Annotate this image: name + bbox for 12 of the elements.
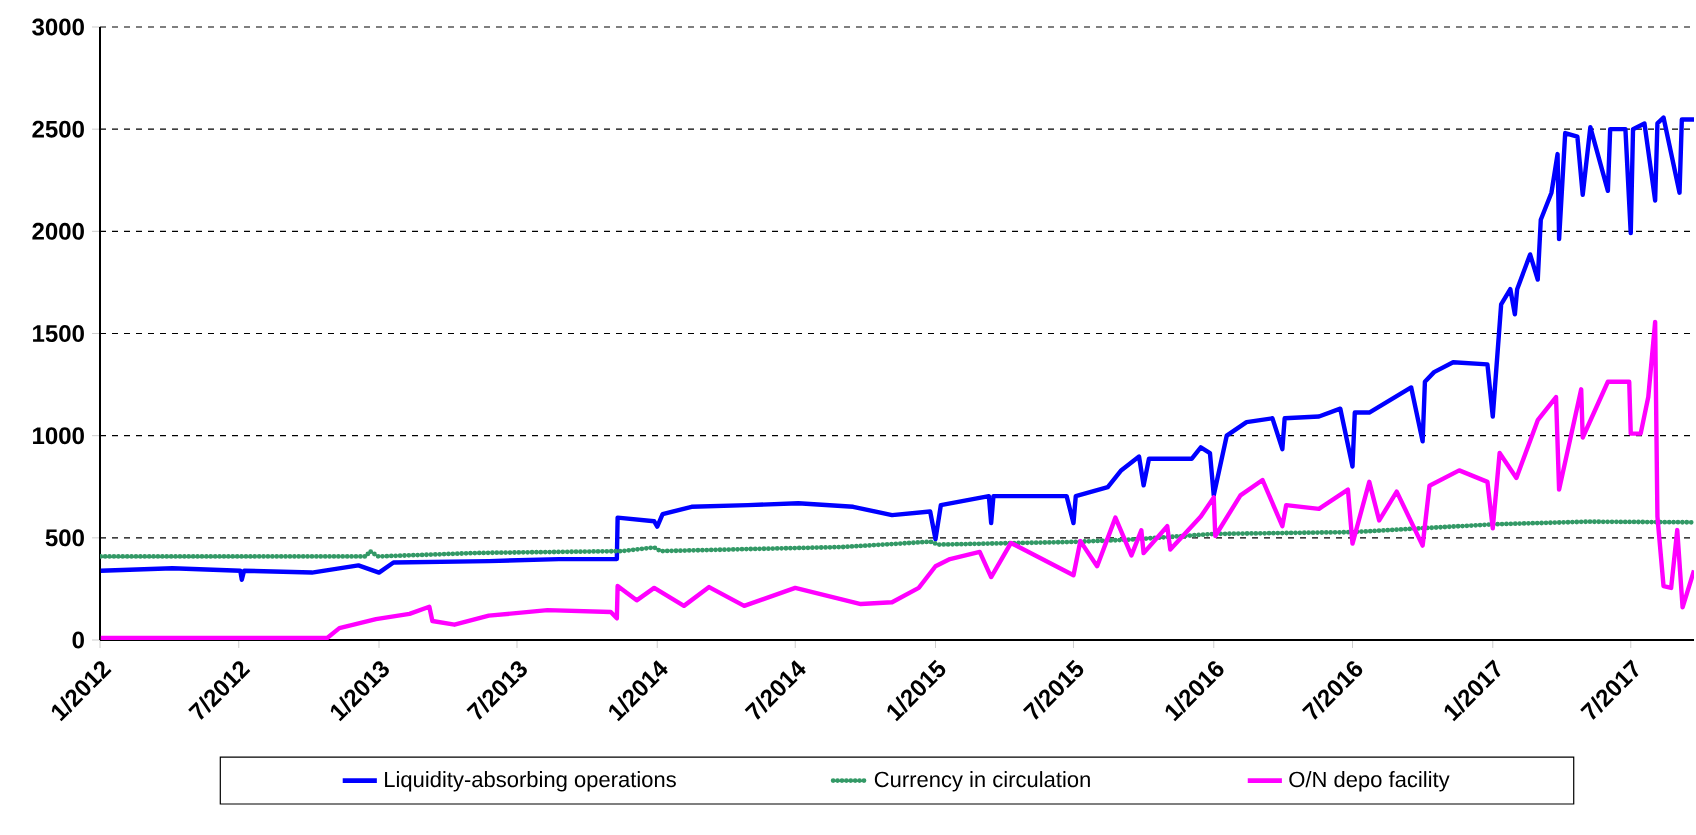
- legend-label: O/N depo facility: [1289, 771, 1450, 792]
- y-tick-label: 1000: [33, 427, 84, 445]
- y-tick-label: 2000: [32, 222, 84, 240]
- legend-label: Currency in circulation: [874, 771, 1090, 792]
- y-tick-label: 500: [45, 529, 84, 547]
- line-series: [100, 115, 1695, 582]
- y-tick-label: 3000: [32, 18, 84, 36]
- y-tick-label: 0: [72, 631, 84, 649]
- legend-label: Liquidity-absorbing operations: [385, 771, 676, 792]
- y-tick-label: 2500: [32, 120, 84, 138]
- y-tick-label: 1500: [33, 325, 84, 342]
- line-series: [100, 519, 1695, 559]
